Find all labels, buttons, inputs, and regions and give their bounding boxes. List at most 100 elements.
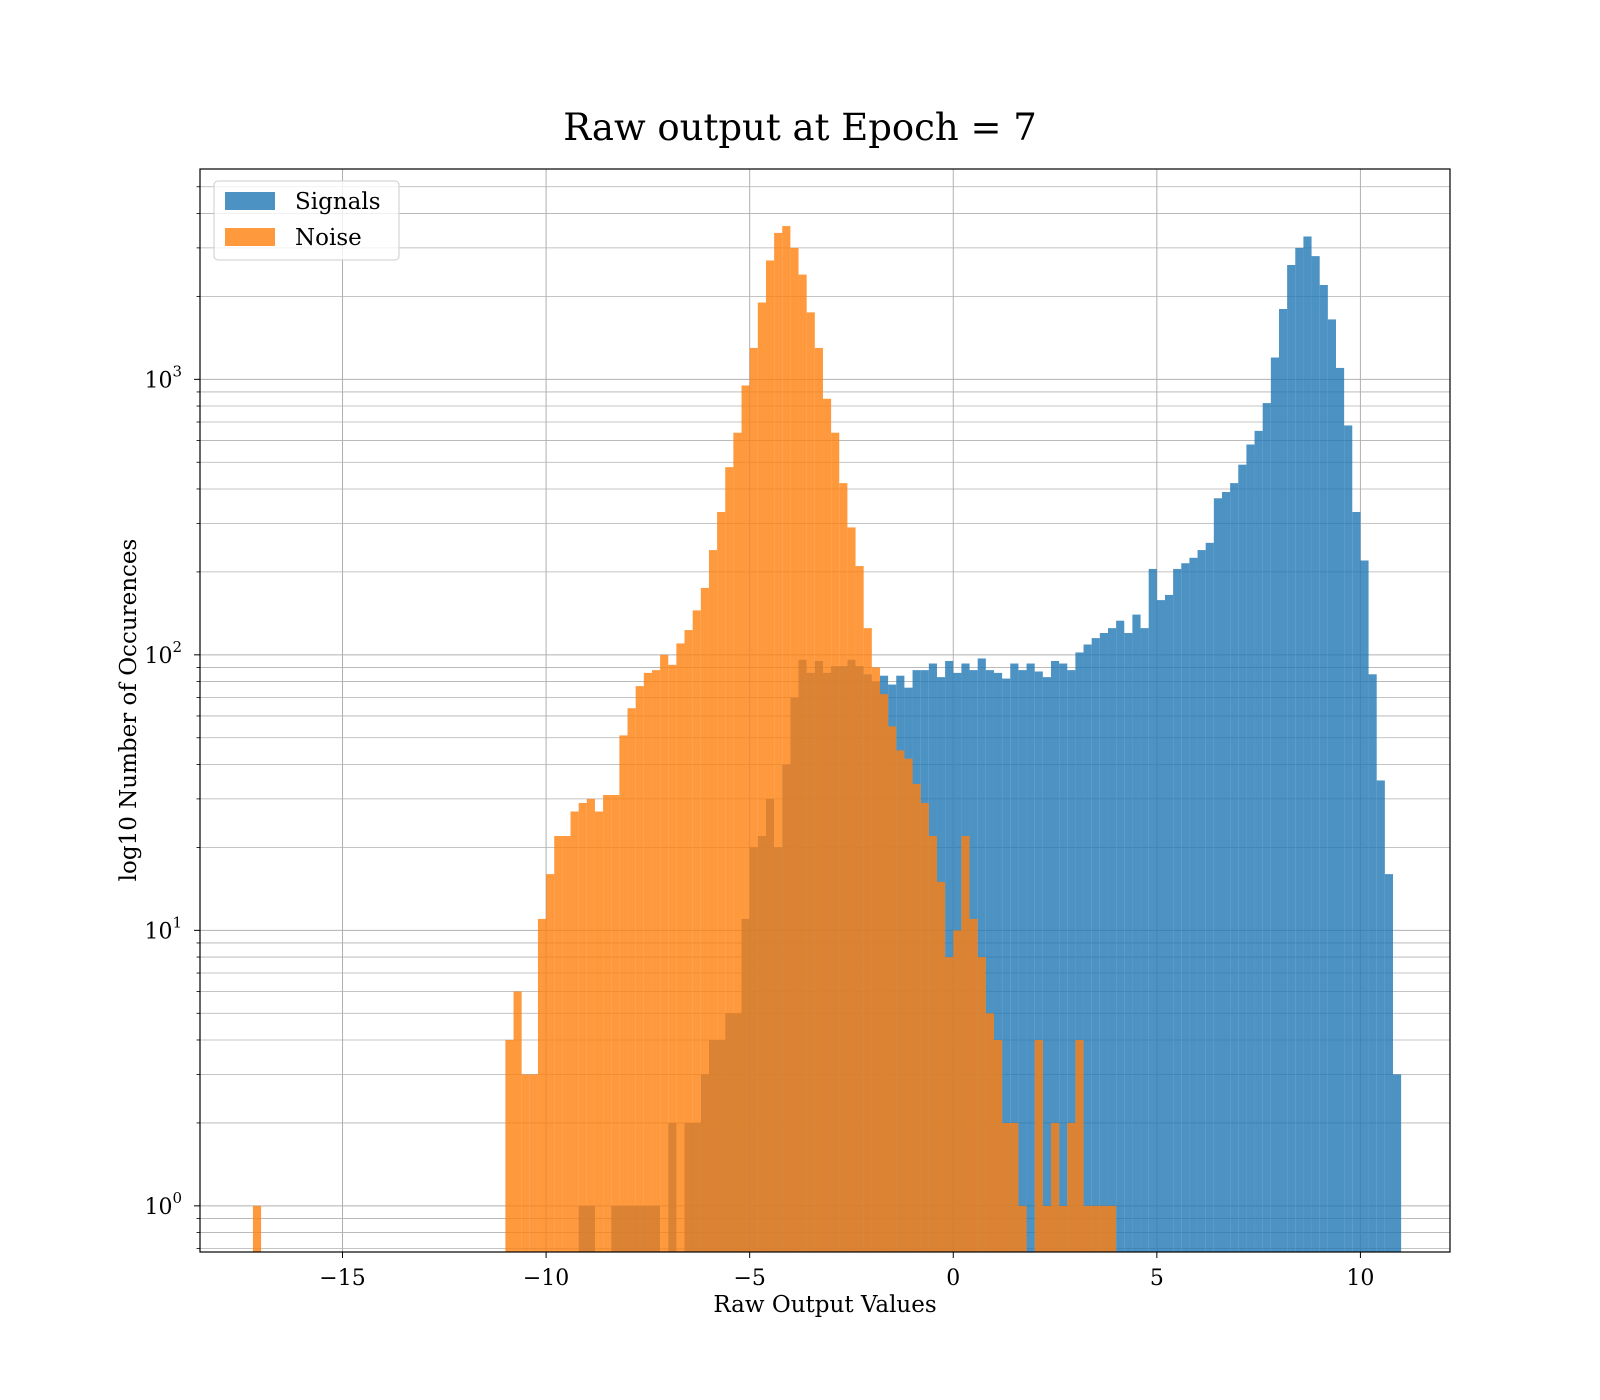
signals-bar — [1254, 430, 1263, 1252]
noise-bar — [757, 302, 766, 1252]
x-tick-label: 0 — [946, 1266, 960, 1291]
signals-bar — [1360, 560, 1369, 1252]
noise-bar — [782, 226, 791, 1253]
noise-bar — [977, 957, 986, 1252]
noise-bar — [814, 347, 823, 1253]
noise-bar — [920, 802, 929, 1252]
x-tick-label: −15 — [319, 1266, 365, 1291]
noise-bar — [945, 957, 954, 1252]
signals-bar — [1091, 638, 1100, 1252]
signals-bar — [1287, 265, 1296, 1252]
noise-bars — [252, 226, 1117, 1253]
signals-bar — [977, 658, 986, 1252]
x-tick-label: −10 — [523, 1266, 569, 1291]
noise-bar — [562, 836, 571, 1252]
noise-bar — [717, 511, 726, 1252]
noise-bar — [879, 694, 889, 1252]
signals-bar — [1067, 670, 1076, 1252]
signals-bar — [1295, 247, 1304, 1252]
noise-bar — [708, 550, 718, 1252]
noise-bar — [586, 798, 595, 1252]
noise-bar — [627, 708, 636, 1252]
signals-bar — [945, 660, 954, 1252]
noise-bar — [888, 726, 897, 1252]
y-axis-ticks: 100 101 102 103 — [144, 186, 200, 1249]
noise-bar — [896, 750, 905, 1252]
noise-bar — [863, 628, 872, 1252]
signals-bar — [1311, 256, 1320, 1253]
signals-bar — [1050, 660, 1060, 1252]
noise-bar — [1002, 1122, 1011, 1252]
noise-bar — [1107, 1205, 1117, 1252]
noise-bar — [537, 918, 547, 1252]
legend-label-signals: Signals — [295, 189, 381, 215]
signals-bar — [1116, 620, 1125, 1252]
noise-bar — [774, 232, 783, 1253]
noise-bar — [1018, 1205, 1027, 1252]
noise-bar — [578, 802, 587, 1252]
y-tick-label: 101 — [144, 913, 182, 944]
noise-bar — [635, 686, 644, 1252]
signals-bar — [1018, 670, 1027, 1252]
signals-bar — [1124, 633, 1133, 1252]
noise-bar — [521, 1074, 530, 1252]
noise-bar — [1075, 1039, 1084, 1252]
signals-bar — [1099, 633, 1108, 1252]
noise-bar — [1091, 1205, 1100, 1252]
x-tick-label: 5 — [1150, 1266, 1164, 1291]
signals-bar — [1026, 663, 1035, 1252]
noise-bar — [993, 1039, 1003, 1252]
signals-bar — [1213, 498, 1222, 1252]
noise-bar — [806, 312, 815, 1252]
chart-title: Raw output at Epoch = 7 — [563, 106, 1037, 149]
noise-bar — [847, 527, 856, 1252]
y-tick-label: 103 — [144, 362, 182, 393]
signals-bar — [1376, 780, 1385, 1252]
signals-bar — [1246, 444, 1255, 1253]
signals-bar — [1335, 367, 1345, 1252]
noise-bar — [570, 811, 579, 1252]
signals-bar — [993, 672, 1003, 1252]
noise-bar — [700, 587, 709, 1252]
signals-bar — [1173, 568, 1182, 1252]
noise-bar — [546, 874, 555, 1252]
signals-bar — [1059, 663, 1068, 1252]
noise-bar — [1099, 1205, 1108, 1252]
y-tick-label: 102 — [144, 638, 182, 669]
noise-bar — [798, 274, 807, 1252]
noise-bar — [676, 643, 685, 1252]
noise-bar — [611, 794, 620, 1252]
signals-bar — [1140, 628, 1149, 1252]
y-tick-label: 100 — [144, 1189, 182, 1220]
noise-bar — [749, 347, 758, 1253]
noise-bar — [1067, 1122, 1076, 1252]
signals-bar — [1221, 491, 1231, 1252]
noise-bar — [822, 398, 832, 1252]
signals-bar — [1368, 674, 1377, 1252]
signals-bar — [1344, 425, 1353, 1253]
noise-bar — [554, 836, 563, 1252]
noise-bar — [1050, 1122, 1060, 1252]
signals-bar — [1384, 874, 1393, 1252]
signals-bar — [1270, 357, 1279, 1252]
noise-bar — [660, 654, 669, 1252]
noise-bar — [643, 672, 652, 1252]
signals-bar — [1164, 594, 1174, 1252]
noise-bar — [961, 836, 970, 1252]
noise-bar — [529, 1074, 538, 1252]
legend: Signals Noise — [213, 180, 400, 261]
plot-frame — [199, 168, 1451, 1253]
signals-bar — [1319, 284, 1328, 1252]
noise-bar — [839, 483, 848, 1253]
signals-bar — [1205, 542, 1214, 1252]
noise-bar — [505, 1039, 514, 1252]
noise-bar — [1059, 1205, 1068, 1252]
noise-bar — [969, 918, 978, 1252]
y-axis-label: log10 Number of Occurences — [116, 539, 142, 882]
signals-bar — [1083, 644, 1092, 1252]
x-axis-ticks: −15 −10 −5 0 5 10 — [319, 1252, 1374, 1291]
noise-bar — [651, 670, 661, 1252]
x-tick-label: 10 — [1346, 1266, 1374, 1291]
noise-bar — [733, 432, 742, 1252]
